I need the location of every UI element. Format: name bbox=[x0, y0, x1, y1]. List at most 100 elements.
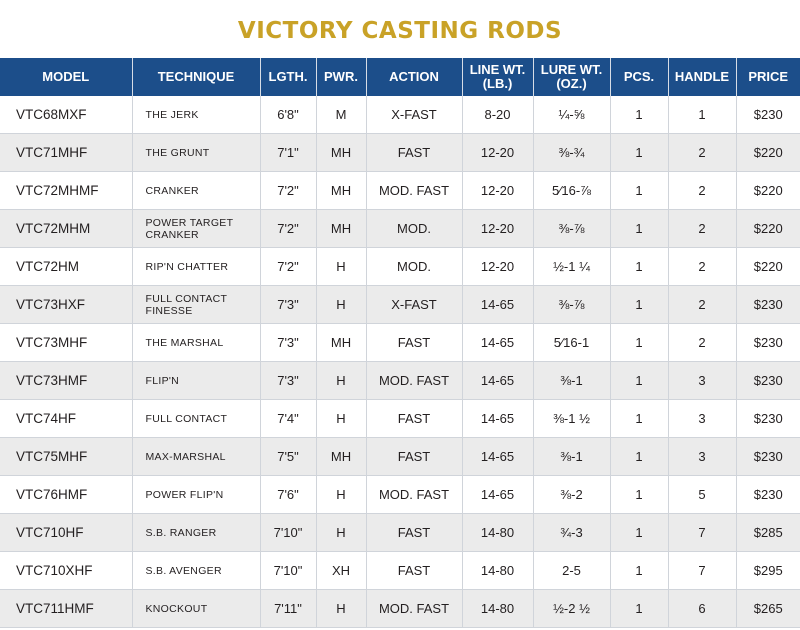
action-cell: FAST bbox=[365, 399, 462, 438]
lure-weight-cell: ½-2 ½ bbox=[532, 589, 610, 628]
handle-cell: 7 bbox=[667, 513, 736, 552]
lure-weight-cell: ½-1 ¼ bbox=[532, 247, 610, 286]
length-cell: 7'10" bbox=[259, 513, 316, 552]
action-cell: MOD. FAST bbox=[365, 589, 462, 628]
handle-cell: 5 bbox=[667, 475, 736, 514]
action-cell: FAST bbox=[365, 437, 462, 476]
line-weight-cell: 12-20 bbox=[461, 247, 533, 286]
model-cell: VTC711HMF bbox=[0, 589, 132, 628]
price-cell: $220 bbox=[735, 133, 800, 172]
price-cell: $230 bbox=[735, 361, 800, 400]
header-handle[interactable]: HANDLE bbox=[667, 58, 736, 96]
handle-cell: 2 bbox=[667, 285, 736, 324]
table-row[interactable]: VTC68MXF THE JERK 6'8" M X-FAST 8-20 ¼-⅝ 1 1 $230 bbox=[0, 96, 800, 134]
technique-cell: RIP'N CHATTER bbox=[131, 247, 260, 286]
pieces-cell: 1 bbox=[609, 589, 668, 628]
header-model[interactable]: MODEL bbox=[0, 58, 132, 96]
technique-cell: FLIP'N bbox=[131, 361, 260, 400]
price-cell: $230 bbox=[735, 285, 800, 324]
header-length[interactable]: LGTH. bbox=[259, 58, 316, 96]
model-cell: VTC710HF bbox=[0, 513, 132, 552]
length-cell: 7'10" bbox=[259, 551, 316, 590]
technique-cell: FULL CONTACT FINESSE bbox=[131, 285, 260, 324]
table-row[interactable]: VTC710HF S.B. RANGER 7'10" H FAST 14-80 ¾-3 1 7 $… bbox=[0, 513, 800, 552]
table-row[interactable]: VTC72MHMF CRANKER 7'2" MH MOD. FAST 12-20 5⁄16… bbox=[0, 171, 800, 210]
table-row[interactable]: VTC73HXF FULL CONTACT FINESSE 7'3" H X-FAST 1… bbox=[0, 285, 800, 324]
model-cell: VTC76HMF bbox=[0, 475, 132, 514]
lure-weight-cell: ¼-⅝ bbox=[532, 96, 610, 134]
model-cell: VTC73MHF bbox=[0, 323, 132, 362]
lure-weight-cell: ⅜-⅞ bbox=[532, 209, 610, 248]
table-row[interactable]: VTC72MHM POWER TARGET CRANKER 7'2" MH MOD. 12… bbox=[0, 209, 800, 248]
table-row[interactable]: VTC75MHF MAX-MARSHAL 7'5" MH FAST 14-65 ⅜-1 1 3 $… bbox=[0, 437, 800, 476]
header-lure-weight[interactable]: LURE WT. (OZ.) bbox=[532, 58, 610, 96]
table-row[interactable]: VTC711HMF KNOCKOUT 7'11" H MOD. FAST 14-80 ½-2… bbox=[0, 589, 800, 628]
header-action[interactable]: ACTION bbox=[365, 58, 462, 96]
technique-cell: MAX-MARSHAL bbox=[131, 437, 260, 476]
length-cell: 7'2" bbox=[259, 247, 316, 286]
handle-cell: 7 bbox=[667, 551, 736, 590]
handle-cell: 2 bbox=[667, 247, 736, 286]
table-row[interactable]: VTC71MHF THE GRUNT 7'1" MH FAST 12-20 ⅜-¾ 1 2 $22… bbox=[0, 133, 800, 172]
power-cell: MH bbox=[315, 437, 366, 476]
action-cell: FAST bbox=[365, 513, 462, 552]
price-cell: $230 bbox=[735, 475, 800, 514]
header-price[interactable]: PRICE bbox=[735, 58, 800, 96]
handle-cell: 3 bbox=[667, 437, 736, 476]
pieces-cell: 1 bbox=[609, 361, 668, 400]
table-header-row: MODEL TECHNIQUE LGTH. PWR. ACTION LINE W… bbox=[0, 58, 800, 96]
handle-cell: 2 bbox=[667, 323, 736, 362]
power-cell: H bbox=[315, 513, 366, 552]
lure-weight-cell: ⅜-2 bbox=[532, 475, 610, 514]
page-title: VICTORY CASTING RODS bbox=[237, 18, 563, 44]
model-cell: VTC73HMF bbox=[0, 361, 132, 400]
line-weight-cell: 12-20 bbox=[461, 171, 533, 210]
model-cell: VTC68MXF bbox=[0, 96, 132, 134]
pieces-cell: 1 bbox=[609, 551, 668, 590]
table-row[interactable]: VTC710XHF S.B. AVENGER 7'10" XH FAST 14-80 2-5… bbox=[0, 551, 800, 590]
technique-cell: POWER FLIP'N bbox=[131, 475, 260, 514]
length-cell: 7'4" bbox=[259, 399, 316, 438]
handle-cell: 2 bbox=[667, 133, 736, 172]
length-cell: 7'1" bbox=[259, 133, 316, 172]
pieces-cell: 1 bbox=[609, 475, 668, 514]
model-cell: VTC72MHMF bbox=[0, 171, 132, 210]
action-cell: MOD. FAST bbox=[365, 171, 462, 210]
power-cell: H bbox=[315, 589, 366, 628]
length-cell: 7'2" bbox=[259, 171, 316, 210]
table-row[interactable]: VTC73HMF FLIP'N 7'3" H MOD. FAST 14-65 ⅜-1 1 3 $2… bbox=[0, 361, 800, 400]
handle-cell: 3 bbox=[667, 399, 736, 438]
action-cell: MOD. bbox=[365, 209, 462, 248]
technique-cell: THE JERK bbox=[131, 96, 260, 134]
power-cell: MH bbox=[315, 171, 366, 210]
power-cell: MH bbox=[315, 323, 366, 362]
lure-weight-cell: ¾-3 bbox=[532, 513, 610, 552]
header-line-weight-line2: (LB.) bbox=[482, 76, 513, 91]
action-cell: MOD. FAST bbox=[365, 361, 462, 400]
action-cell: FAST bbox=[365, 551, 462, 590]
table-row[interactable]: VTC73MHF THE MARSHAL 7'3" MH FAST 14-65 5⁄16-1… bbox=[0, 323, 800, 362]
model-cell: VTC72HM bbox=[0, 247, 132, 286]
power-cell: H bbox=[315, 247, 366, 286]
pieces-cell: 1 bbox=[609, 323, 668, 362]
line-weight-cell: 14-80 bbox=[461, 513, 533, 552]
header-technique[interactable]: TECHNIQUE bbox=[131, 58, 260, 96]
handle-cell: 3 bbox=[667, 361, 736, 400]
lure-weight-cell: ⅜-1 ½ bbox=[532, 399, 610, 438]
header-line-weight[interactable]: LINE WT. (LB.) bbox=[461, 58, 533, 96]
pieces-cell: 1 bbox=[609, 437, 668, 476]
header-pieces[interactable]: PCS. bbox=[609, 58, 668, 96]
length-cell: 6'8" bbox=[259, 96, 316, 134]
technique-cell: FULL CONTACT bbox=[131, 399, 260, 438]
technique-cell: POWER TARGET CRANKER bbox=[131, 209, 260, 248]
header-power[interactable]: PWR. bbox=[315, 58, 366, 96]
price-cell: $220 bbox=[735, 209, 800, 248]
table-row[interactable]: VTC76HMF POWER FLIP'N 7'6" H MOD. FAST 14-65 ⅜… bbox=[0, 475, 800, 514]
pieces-cell: 1 bbox=[609, 133, 668, 172]
header-lure-weight-line2: (OZ.) bbox=[556, 76, 587, 91]
header-line-weight-line1: LINE WT. bbox=[469, 62, 526, 77]
price-cell: $265 bbox=[735, 589, 800, 628]
action-cell: MOD. FAST bbox=[365, 475, 462, 514]
